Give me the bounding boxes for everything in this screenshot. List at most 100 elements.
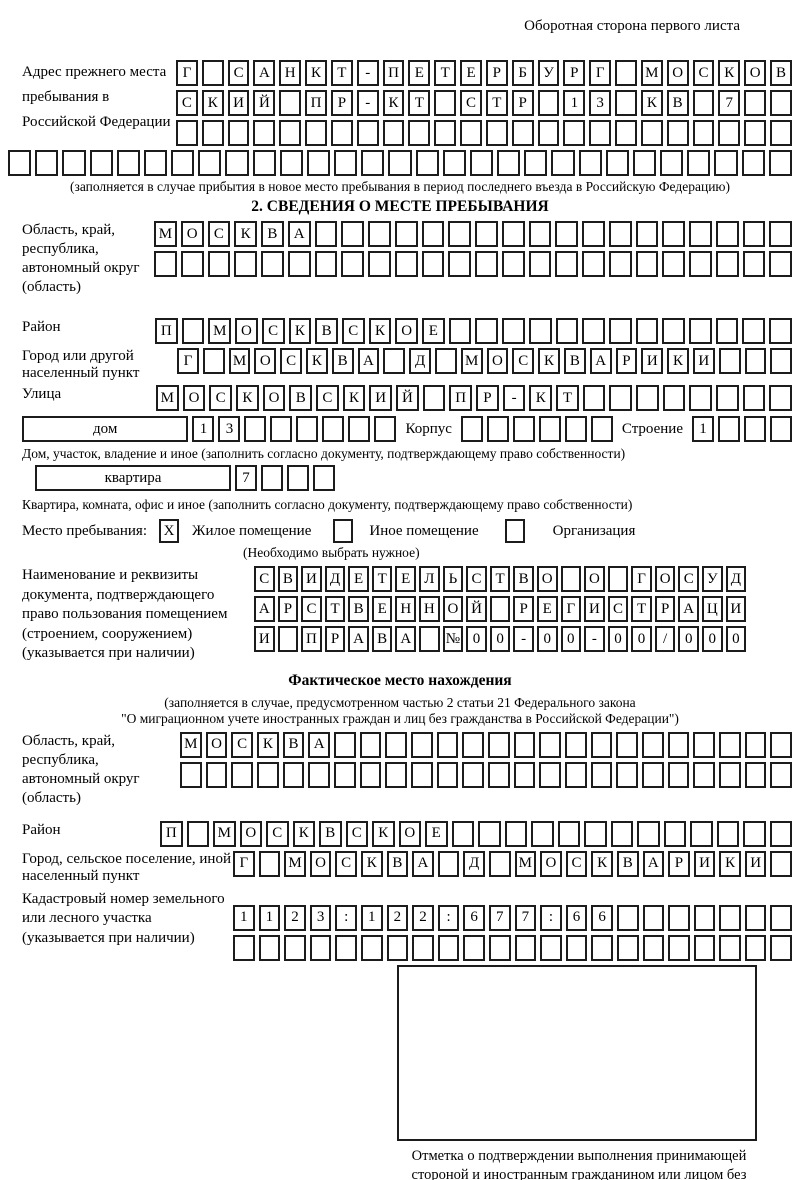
char-cell[interactable]: Е	[408, 60, 431, 86]
char-cell[interactable]: К	[257, 731, 279, 758]
char-cell[interactable]	[718, 120, 741, 146]
char-cell[interactable]	[143, 150, 168, 176]
char-cell[interactable]	[270, 416, 293, 442]
char-cell[interactable]	[565, 731, 587, 758]
char-cell[interactable]	[642, 934, 665, 961]
char-cell[interactable]: О	[398, 820, 421, 847]
char-cell[interactable]: Г	[233, 850, 255, 877]
char-cell[interactable]	[719, 934, 741, 961]
char-cell[interactable]: 1	[258, 904, 281, 931]
char-cell[interactable]	[89, 150, 113, 176]
char-cell[interactable]	[770, 761, 793, 788]
char-cell[interactable]	[719, 761, 741, 788]
char-cell[interactable]: П	[160, 820, 183, 847]
char-cell[interactable]	[560, 566, 582, 592]
char-cell[interactable]	[538, 416, 561, 442]
char-cell[interactable]	[689, 251, 712, 277]
char-cell[interactable]: 0	[678, 626, 699, 652]
char-cell[interactable]: 0	[725, 626, 747, 652]
char-cell[interactable]	[689, 318, 712, 344]
char-cell[interactable]: 1	[563, 90, 586, 116]
char-cell[interactable]: Е	[395, 566, 417, 592]
char-cell[interactable]	[615, 90, 637, 116]
char-cell[interactable]: П	[155, 318, 178, 344]
char-cell[interactable]	[563, 120, 586, 146]
char-cell[interactable]: Н	[279, 60, 302, 86]
char-cell[interactable]	[202, 348, 225, 374]
char-cell[interactable]	[590, 761, 613, 788]
char-cell[interactable]: И	[641, 348, 664, 374]
char-cell[interactable]: 3	[218, 416, 241, 442]
char-cell[interactable]: К	[529, 385, 553, 411]
char-cell[interactable]	[360, 934, 383, 961]
char-cell[interactable]: М	[213, 820, 236, 847]
char-cell[interactable]	[513, 731, 536, 758]
char-cell[interactable]: 0	[536, 626, 558, 652]
char-cell[interactable]	[180, 761, 202, 788]
char-cell[interactable]: К	[342, 385, 366, 411]
char-cell[interactable]	[436, 731, 459, 758]
char-cell[interactable]: Г	[589, 60, 612, 86]
char-cell[interactable]: Д	[409, 348, 431, 374]
char-cell[interactable]	[528, 318, 552, 344]
char-cell[interactable]: С	[460, 90, 482, 116]
char-cell[interactable]: П	[305, 90, 327, 116]
checkbox-other-premises[interactable]	[333, 519, 354, 543]
char-cell[interactable]	[718, 348, 741, 374]
char-cell[interactable]: -	[584, 626, 605, 652]
char-cell[interactable]	[616, 731, 639, 758]
char-cell[interactable]: 1	[360, 904, 383, 931]
char-cell[interactable]: К	[718, 60, 741, 86]
char-cell[interactable]	[744, 90, 767, 116]
char-cell[interactable]	[488, 761, 510, 788]
char-cell[interactable]: -	[513, 626, 534, 652]
char-cell[interactable]	[667, 761, 690, 788]
char-cell[interactable]: Е	[422, 318, 445, 344]
char-cell[interactable]	[668, 904, 690, 931]
char-cell[interactable]: 7	[718, 90, 741, 116]
char-cell[interactable]	[693, 761, 716, 788]
char-cell[interactable]	[742, 221, 766, 247]
char-cell[interactable]	[201, 120, 224, 146]
char-cell[interactable]: Е	[460, 60, 482, 86]
char-cell[interactable]: Р	[330, 90, 353, 116]
char-cell[interactable]: :	[540, 904, 562, 931]
char-cell[interactable]: М	[208, 318, 232, 344]
char-cell[interactable]: Р	[654, 596, 676, 622]
char-cell[interactable]: В	[513, 566, 534, 592]
char-cell[interactable]	[257, 761, 279, 788]
house-box[interactable]: дом	[22, 416, 189, 442]
char-cell[interactable]	[501, 251, 525, 277]
char-cell[interactable]	[744, 904, 767, 931]
char-cell[interactable]: В	[770, 60, 792, 86]
char-cell[interactable]	[422, 385, 446, 411]
char-cell[interactable]: Н	[395, 596, 417, 622]
char-cell[interactable]: Р	[277, 596, 299, 622]
char-cell[interactable]: Д	[324, 566, 346, 592]
char-cell[interactable]: :	[335, 904, 357, 931]
char-cell[interactable]: Р	[513, 596, 534, 622]
char-cell[interactable]	[642, 904, 665, 931]
char-cell[interactable]	[198, 150, 222, 176]
char-cell[interactable]: 3	[589, 90, 612, 116]
char-cell[interactable]: М	[460, 348, 483, 374]
char-cell[interactable]: Й	[466, 596, 487, 622]
char-cell[interactable]	[565, 761, 587, 788]
char-cell[interactable]	[692, 120, 715, 146]
char-cell[interactable]	[116, 150, 140, 176]
char-cell[interactable]: В	[315, 318, 338, 344]
char-cell[interactable]	[171, 150, 195, 176]
char-cell[interactable]	[258, 850, 281, 877]
char-cell[interactable]: 6	[591, 904, 613, 931]
char-cell[interactable]	[225, 150, 249, 176]
char-cell[interactable]	[770, 120, 792, 146]
char-cell[interactable]	[642, 731, 664, 758]
char-cell[interactable]: И	[693, 850, 716, 877]
char-cell[interactable]: И	[692, 348, 715, 374]
char-cell[interactable]	[744, 416, 766, 442]
char-cell[interactable]	[582, 221, 605, 247]
char-cell[interactable]	[770, 731, 793, 758]
char-cell[interactable]: К	[234, 221, 257, 247]
char-cell[interactable]	[284, 934, 306, 961]
char-cell[interactable]	[635, 251, 659, 277]
